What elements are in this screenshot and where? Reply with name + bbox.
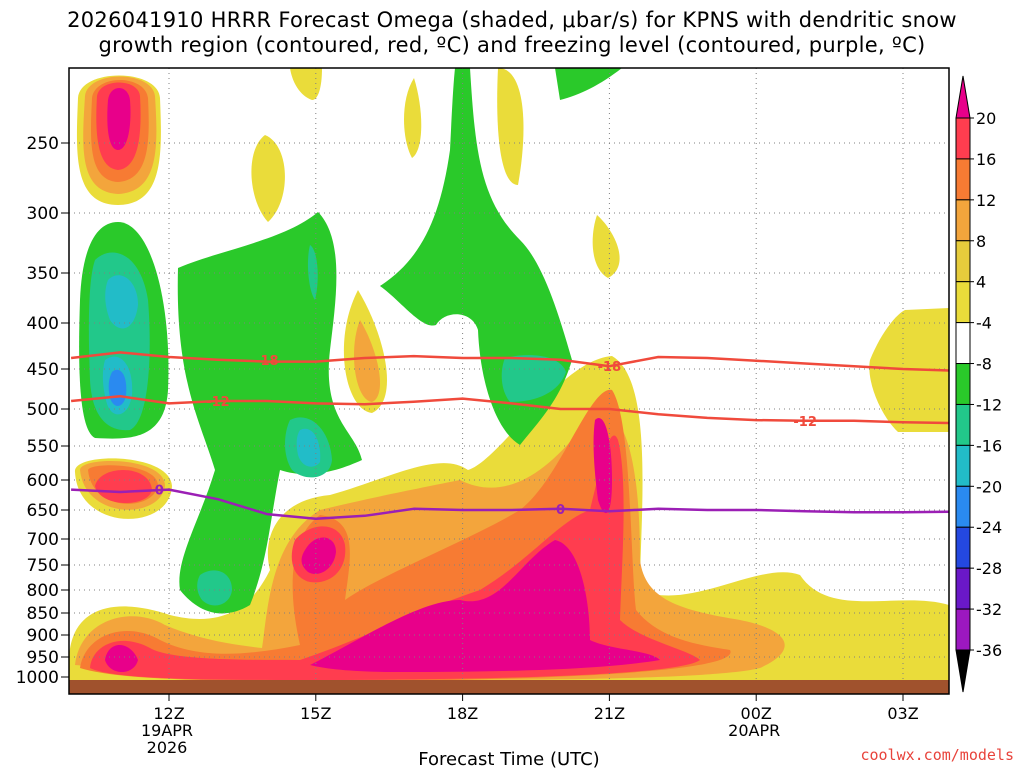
omega-region-neg-4 xyxy=(555,68,622,100)
y-tick-label: 1000 xyxy=(16,668,59,688)
colorbar-band xyxy=(955,444,971,487)
y-tick-label: 250 xyxy=(27,134,59,154)
omega-region-20 xyxy=(301,537,336,574)
contour-line xyxy=(71,488,949,520)
omega-region-4 xyxy=(592,215,620,278)
colorbar-label: 12 xyxy=(976,191,996,210)
y-tick-label: 650 xyxy=(27,501,59,521)
x-tick-label: 00Z xyxy=(741,704,772,723)
y-tick-label: 600 xyxy=(27,471,59,491)
colorbar-band xyxy=(955,240,971,283)
colorbar-band xyxy=(955,158,971,201)
colorbar-label: -20 xyxy=(976,477,1002,496)
omega-region-4 xyxy=(404,78,422,158)
colorbar: 20 16 12 8 4 -4 -8 -12 -16 -20 -24 -28 -32 -36 xyxy=(955,75,1002,693)
colorbar-label: -12 xyxy=(976,395,1002,414)
y-tick-label: 750 xyxy=(27,556,59,576)
omega-region-neg-8 xyxy=(197,570,232,606)
x-tick-date-label: 2026 xyxy=(147,738,188,757)
y-tick-label: 950 xyxy=(27,648,59,668)
source-credit: coolwx.com/models xyxy=(860,746,1014,764)
y-tick-label: 900 xyxy=(27,626,59,646)
omega-region-neg-16 xyxy=(108,369,127,406)
y-tick-label: 350 xyxy=(27,264,59,284)
colorbar-band xyxy=(955,322,971,365)
contour-label: -12 xyxy=(793,415,817,430)
colorbar-band xyxy=(955,363,971,405)
x-tick-date-label: 19APR xyxy=(141,721,193,740)
colorbar-label: 16 xyxy=(976,150,996,169)
chart-title-line-2: growth region (contoured, red, ºC) and f… xyxy=(98,33,926,57)
grid-lines xyxy=(69,68,949,680)
x-tick-label: 03Z xyxy=(887,704,918,723)
contour-label: -12 xyxy=(206,395,230,410)
omega-region-neg-12 xyxy=(105,275,138,329)
colorbar-label: 4 xyxy=(976,273,986,292)
x-tick-label: 21Z xyxy=(594,704,625,723)
y-tick-label: 500 xyxy=(27,400,59,420)
omega-shading xyxy=(69,68,949,684)
omega-region-8 xyxy=(353,320,381,402)
contour-line xyxy=(70,351,949,372)
colorbar-band xyxy=(955,608,971,651)
colorbar-band xyxy=(955,403,971,446)
contour-label: 0 xyxy=(155,484,164,499)
x-axis-title: Forecast Time (UTC) xyxy=(418,749,599,768)
x-tick-label: 15Z xyxy=(300,704,331,723)
colorbar-band xyxy=(955,485,971,528)
y-tick-label: 550 xyxy=(27,437,59,457)
omega-region-16 xyxy=(95,469,152,504)
contour-lines xyxy=(70,351,949,520)
omega-region-neg-8 xyxy=(307,245,318,300)
colorbar-label: -24 xyxy=(976,518,1002,537)
omega-region-neg-8 xyxy=(501,355,566,402)
contour-line xyxy=(70,394,949,425)
colorbar-band xyxy=(955,281,971,324)
colorbar-band xyxy=(955,526,971,569)
colorbar-label: 20 xyxy=(976,109,996,128)
omega-region-4 xyxy=(251,135,285,222)
omega-region-20 xyxy=(107,88,131,150)
omega-region-4 xyxy=(497,68,524,185)
x-tick-label: 18Z xyxy=(447,704,478,723)
contour-label: 0 xyxy=(556,503,565,518)
y-tick-label: 300 xyxy=(27,204,59,224)
omega-region-neg-4 xyxy=(380,68,572,445)
x-tick-date-label: 20APR xyxy=(728,721,780,740)
ground-strip xyxy=(69,680,949,694)
y-tick-label: 800 xyxy=(27,581,59,601)
y-tick-label: 400 xyxy=(27,314,59,334)
colorbar-bottom-arrow xyxy=(955,649,971,693)
colorbar-band xyxy=(955,117,971,160)
y-tick-label: 700 xyxy=(27,530,59,550)
omega-region-4 xyxy=(290,68,322,100)
omega-region-20 xyxy=(310,540,660,672)
omega-region-neg-4 xyxy=(177,212,362,614)
colorbar-label: -36 xyxy=(976,641,1002,660)
colorbar-band xyxy=(955,199,971,242)
colorbar-label: 8 xyxy=(976,232,986,251)
y-axis: 2503003504004505005506006507007508008509… xyxy=(16,134,69,688)
omega-region-20 xyxy=(105,645,138,672)
x-tick-label: 12Z xyxy=(153,704,184,723)
contour-label: -18 xyxy=(598,360,622,375)
colorbar-label: -16 xyxy=(976,436,1002,455)
colorbar-label: -28 xyxy=(976,559,1002,578)
y-tick-label: 450 xyxy=(27,360,59,380)
contour-labels: -18 -18 -12 -12 0 0 xyxy=(155,354,817,518)
colorbar-band xyxy=(955,567,971,610)
y-tick-label: 850 xyxy=(27,604,59,624)
colorbar-label: -8 xyxy=(976,355,992,374)
contour-label: -18 xyxy=(255,354,279,369)
chart-title-line-1: 2026041910 HRRR Forecast Omega (shaded, … xyxy=(67,8,957,32)
omega-region-neg-12 xyxy=(296,428,321,467)
omega-region-20 xyxy=(593,418,612,514)
colorbar-top-arrow xyxy=(955,75,971,119)
colorbar-label: -4 xyxy=(976,314,992,333)
plot-frame xyxy=(68,67,950,695)
colorbar-label: -32 xyxy=(976,600,1002,619)
